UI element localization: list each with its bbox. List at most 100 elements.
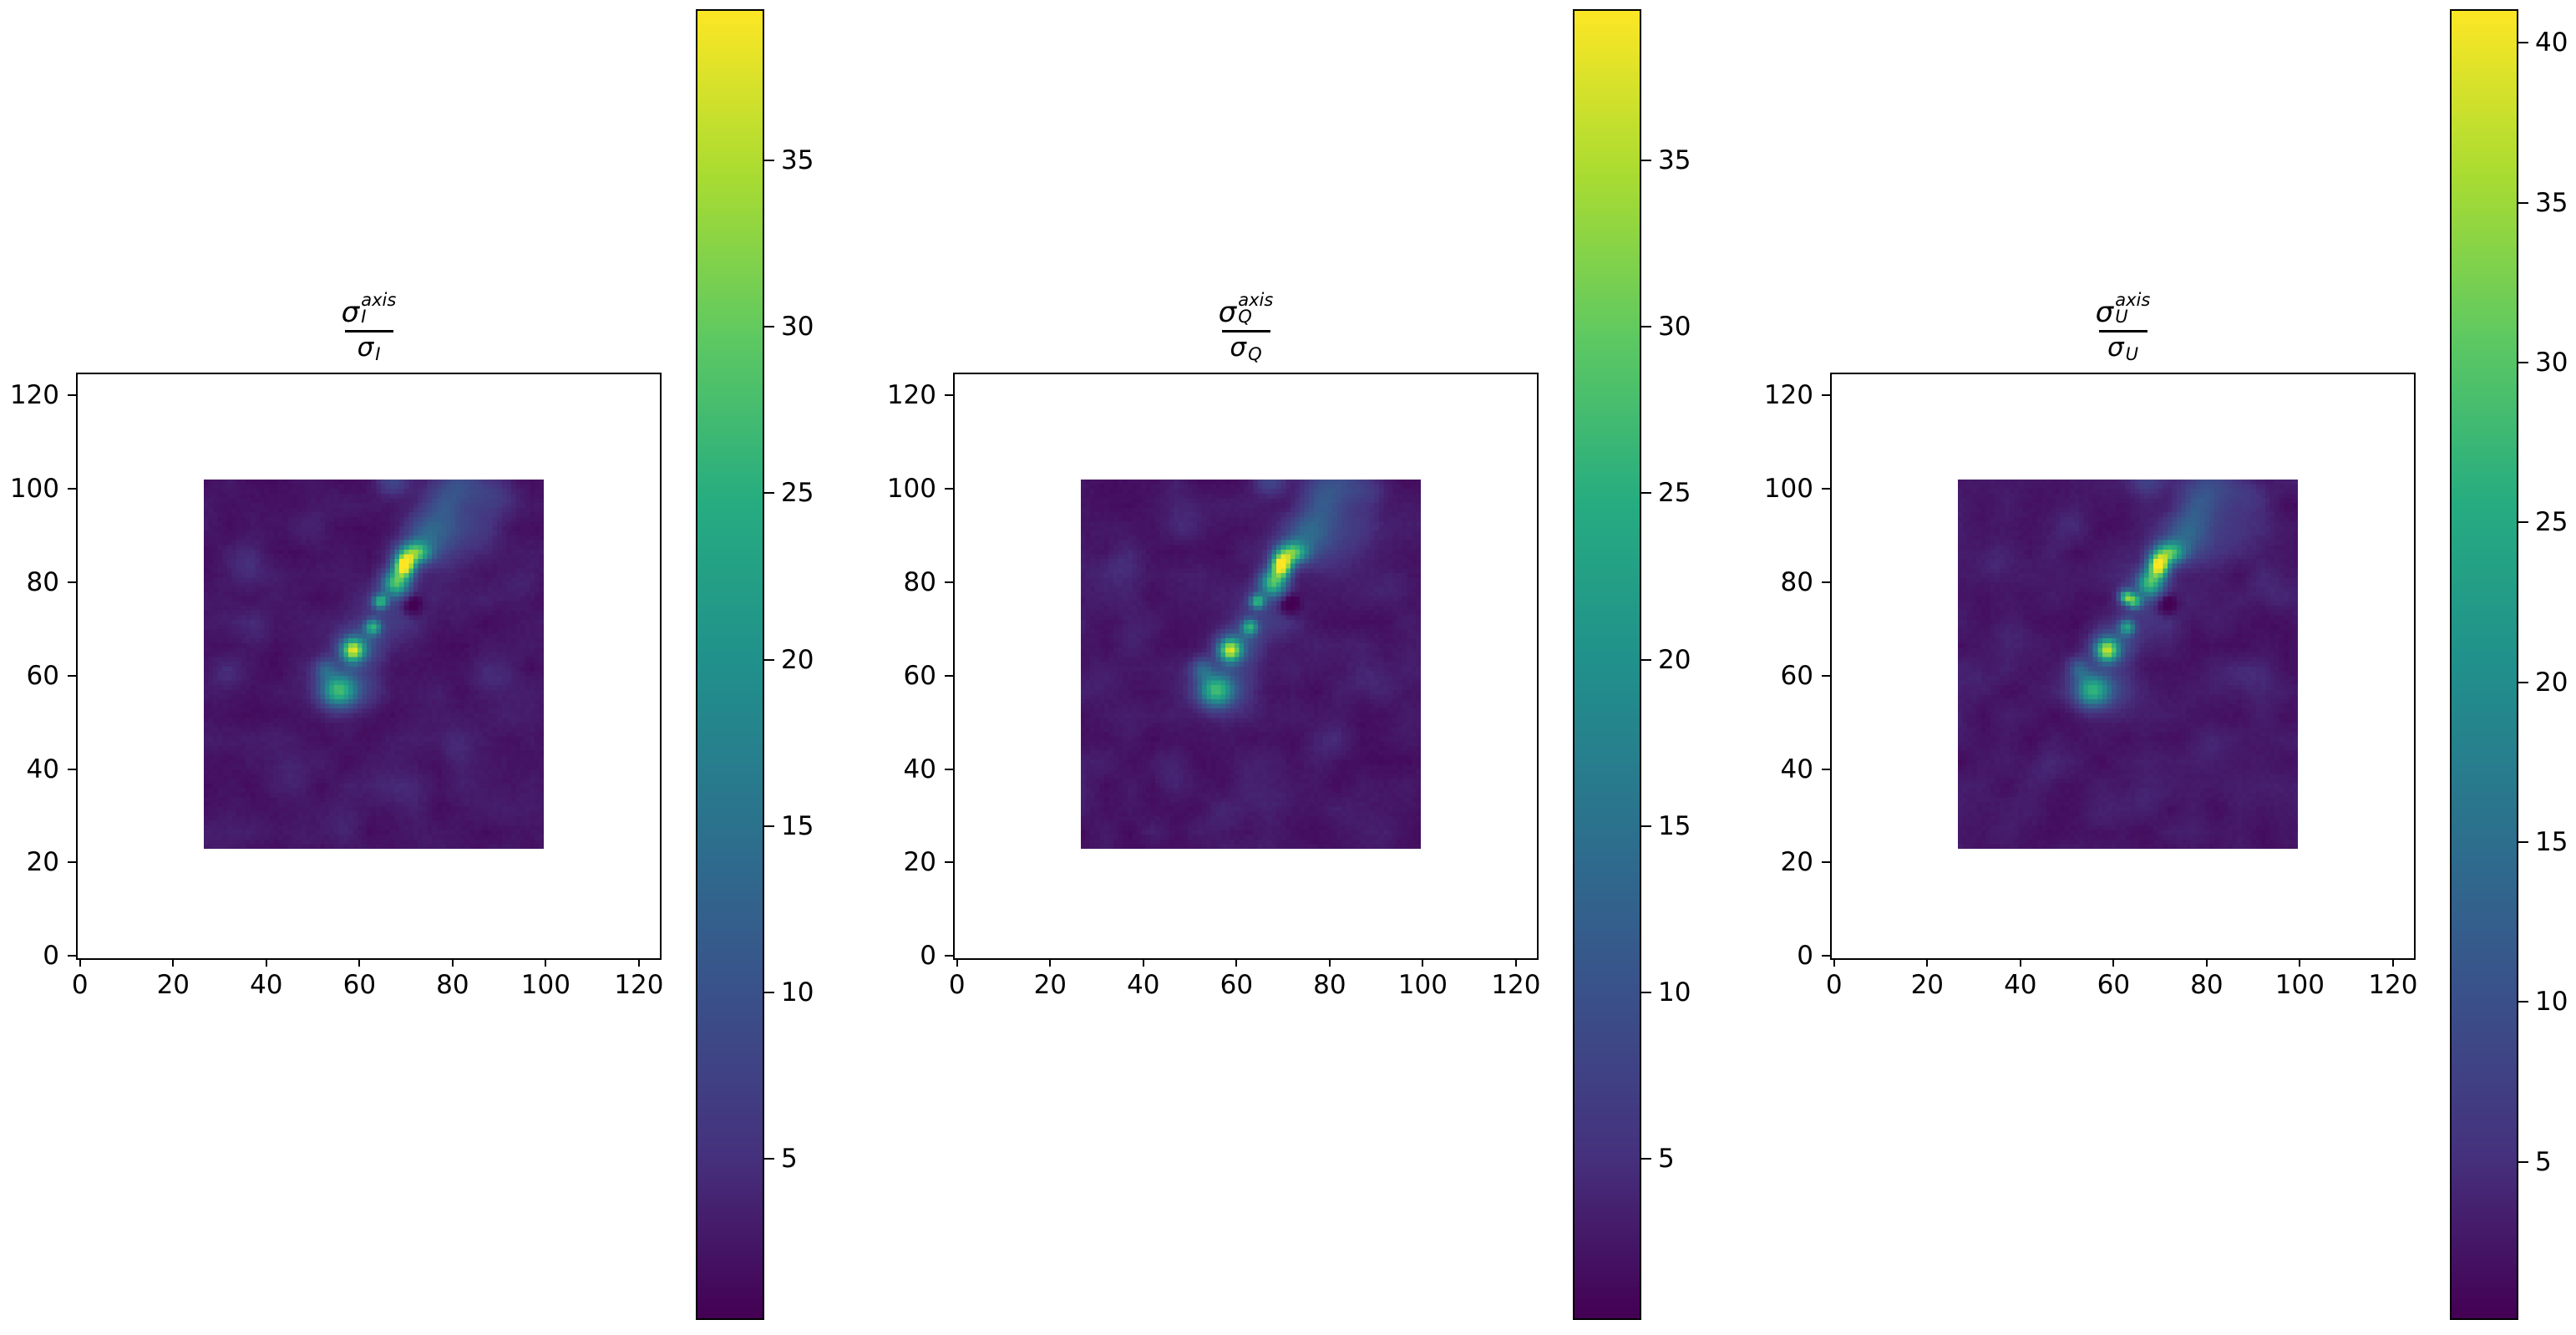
y-tick-label: 20 — [1780, 847, 1813, 878]
y-tick-label: 60 — [1780, 660, 1813, 691]
colorbar-gradient — [697, 11, 763, 1318]
title-numerator: σ axis Q — [1219, 292, 1274, 328]
x-tick — [2391, 958, 2394, 967]
colorbar-tick-label: 5 — [1658, 1143, 1675, 1174]
heatmap-image — [1080, 479, 1421, 849]
x-tick — [2019, 958, 2021, 967]
x-tick — [451, 958, 454, 967]
colorbar-tick — [1641, 991, 1651, 993]
x-tick — [956, 958, 958, 967]
colorbar-tick — [2518, 1001, 2528, 1003]
x-tick — [1833, 958, 1835, 967]
y-tick — [68, 674, 76, 677]
colorbar-tick — [1641, 160, 1651, 162]
y-tick-label: 120 — [886, 380, 936, 411]
sigma-symbol: σ — [357, 332, 374, 363]
y-tick — [1822, 394, 1830, 397]
x-tick-label: 120 — [2368, 970, 2418, 1000]
x-tick-label: 80 — [436, 970, 469, 1000]
colorbar-tick-label: 15 — [2535, 826, 2568, 857]
y-tick — [68, 581, 76, 583]
colorbar-tick-label: 5 — [2535, 1146, 2552, 1177]
colorbar-tick-label: 25 — [1658, 478, 1691, 509]
colorbar-tick — [2518, 521, 2528, 524]
colorbar-tick — [2518, 361, 2528, 363]
denominator-subscript: I — [375, 344, 381, 364]
x-tick — [265, 958, 267, 967]
y-tick-label: 0 — [1797, 941, 1813, 972]
x-tick-label: 60 — [342, 970, 377, 1000]
x-tick-label: 40 — [2004, 970, 2037, 1000]
x-tick — [2112, 958, 2115, 967]
y-tick-label: 60 — [26, 660, 59, 691]
colorbar-tick — [764, 492, 774, 495]
y-tick-label: 100 — [1763, 474, 1813, 504]
y-tick-label: 20 — [26, 847, 59, 878]
colorbar-tick-label: 20 — [1658, 644, 1691, 675]
x-tick-label: 20 — [1910, 970, 1945, 1000]
x-tick — [1235, 958, 1238, 967]
x-tick — [1328, 958, 1331, 967]
y-tick — [68, 768, 76, 770]
y-tick — [945, 955, 953, 957]
x-tick — [1422, 958, 1424, 967]
colorbar-frame — [2450, 9, 2518, 1320]
y-tick — [1822, 581, 1830, 583]
colorbar-tick-label: 35 — [781, 145, 814, 176]
colorbar-gradient — [1575, 11, 1640, 1318]
y-tick-label: 80 — [903, 566, 936, 597]
y-tick-label: 40 — [26, 754, 59, 784]
colorbar-tick-label: 20 — [781, 644, 814, 675]
x-tick-label: 80 — [1313, 970, 1346, 1000]
x-tick-label: 120 — [1491, 970, 1541, 1000]
colorbar-tick-label: 10 — [1658, 977, 1691, 1008]
y-tick — [945, 861, 953, 864]
y-tick — [1822, 674, 1830, 677]
y-tick-label: 120 — [1763, 380, 1813, 411]
sigma-symbol: σ — [1230, 332, 1247, 363]
y-tick — [1822, 955, 1830, 957]
colorbar-tick — [2518, 42, 2528, 44]
x-tick — [1142, 958, 1144, 967]
colorbar-tick-label: 25 — [781, 478, 814, 509]
y-tick — [68, 394, 76, 397]
title-sup-sub: axis U — [2115, 292, 2150, 326]
y-tick-label: 20 — [903, 847, 936, 878]
x-tick-label: 0 — [948, 970, 966, 1000]
title-subscript: I — [361, 307, 367, 327]
title-superscript: axis — [1238, 290, 1274, 310]
title-superscript: axis — [361, 290, 397, 310]
colorbar-tick-label: 40 — [2535, 28, 2568, 58]
colorbar-frame — [1573, 9, 1641, 1320]
colorbar-tick — [2518, 840, 2528, 843]
axes-frame — [953, 373, 1539, 960]
colorbar-tick — [2518, 1160, 2528, 1163]
x-tick-label: 40 — [1127, 970, 1160, 1000]
sigma-symbol: σ — [341, 296, 360, 329]
y-tick — [1822, 488, 1830, 490]
x-tick-label: 100 — [2274, 970, 2325, 1000]
y-tick — [945, 581, 953, 583]
colorbar-tick — [1641, 1157, 1651, 1160]
colorbar-tick-label: 35 — [1658, 145, 1691, 176]
colorbar-gradient — [2452, 11, 2517, 1318]
y-tick-label: 60 — [903, 660, 936, 691]
colorbar-tick — [1641, 825, 1651, 827]
colorbar-tick — [2518, 681, 2528, 683]
colorbar-tick-label: 15 — [781, 810, 814, 841]
y-tick-label: 100 — [886, 474, 936, 504]
y-tick-label: 40 — [1780, 754, 1813, 784]
y-tick-label: 40 — [903, 754, 936, 784]
y-tick — [945, 674, 953, 677]
colorbar-tick-label: 30 — [1658, 312, 1691, 343]
title-sup-sub: axis I — [361, 290, 397, 327]
colorbar-tick-label: 30 — [781, 312, 814, 343]
y-tick — [1822, 861, 1830, 864]
colorbar-tick — [764, 658, 774, 661]
colorbar-tick — [764, 160, 774, 162]
colorbar-tick — [764, 825, 774, 827]
